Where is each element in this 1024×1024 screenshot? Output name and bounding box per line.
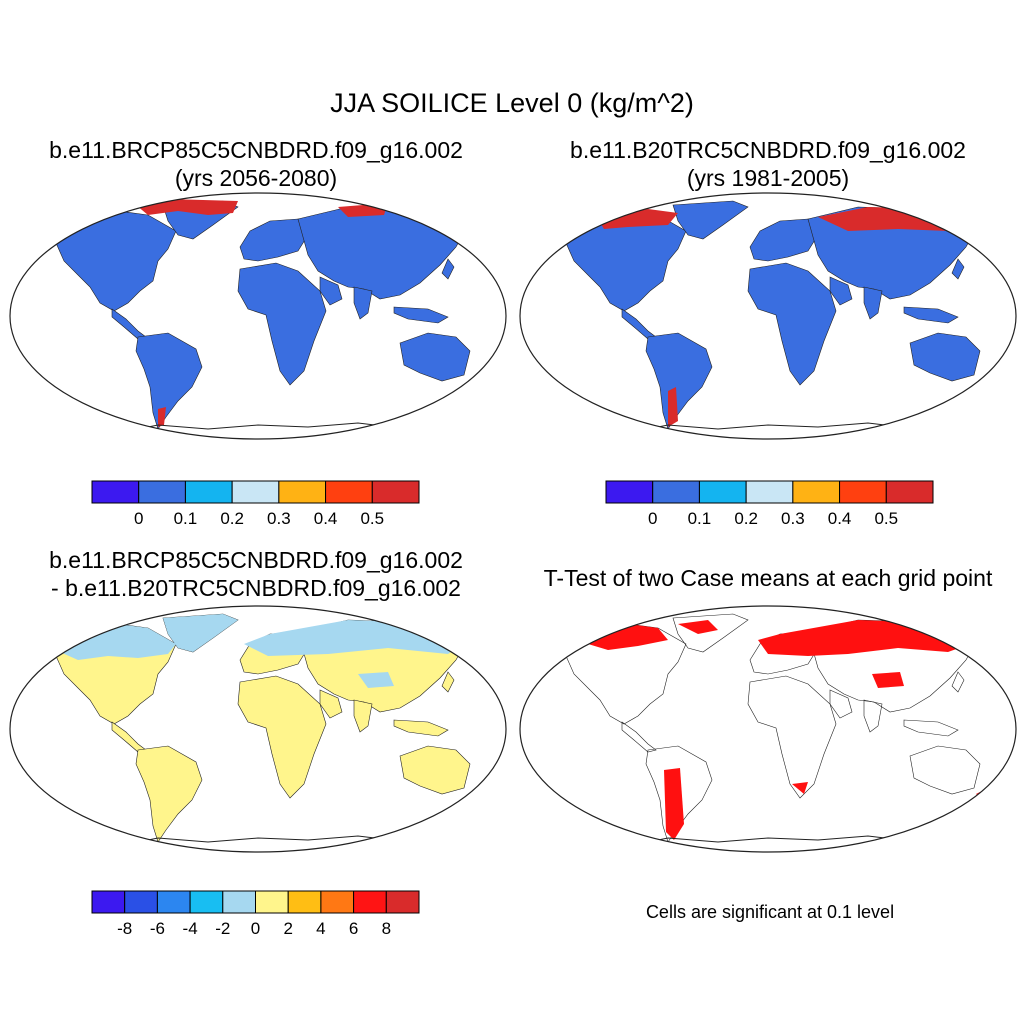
panel-title-top-right: b.e11.B20TRC5CNBDRD.f09_g16.002 (yrs 198…: [518, 136, 1018, 192]
antarctica-outline: [107, 422, 429, 438]
colorbar-tick-label: -4: [183, 919, 198, 938]
colorbar-bottom-left: -8 -6 -4 -2 0 2 4 6 8: [91, 890, 420, 938]
colorbar-tick-label: 0: [648, 509, 657, 528]
colorbar-swatch: [698, 480, 747, 504]
panel-title-top-left-line1: b.e11.BRCP85C5CNBDRD.f09_g16.002: [49, 137, 463, 163]
colorbar-tick-label: 0.1: [174, 509, 198, 528]
colorbar-tick-label: 0: [251, 919, 260, 938]
colorbar-tick-label: 0.4: [828, 509, 852, 528]
colorbar-tick-label: 0.5: [874, 509, 898, 528]
diff-negative-eurasia: [244, 620, 466, 656]
colorbar-tick-label: 0.5: [360, 509, 384, 528]
colorbar-swatch: [353, 890, 387, 914]
colorbar-swatch: [792, 480, 841, 504]
colorbar-swatch: [91, 480, 140, 504]
diff-negative-north: [60, 624, 176, 660]
main-title: JJA SOILICE Level 0 (kg/m^2): [330, 88, 694, 118]
colorbar-swatch: [255, 890, 289, 914]
colorbar-tick-label: 4: [316, 919, 325, 938]
colorbar-tick-label: 0.4: [314, 509, 338, 528]
high-ice-andes: [668, 387, 678, 427]
panel-title-top-right-line1: b.e11.B20TRC5CNBDRD.f09_g16.002: [570, 137, 966, 163]
panel-title-top-left: b.e11.BRCP85C5CNBDRD.f09_g16.002 (yrs 20…: [6, 136, 506, 192]
signif-greenland: [678, 620, 718, 634]
map-top-right: [519, 192, 1017, 440]
signif-andes: [664, 768, 684, 840]
colorbar-swatch: [371, 480, 420, 504]
colorbar-swatch: [385, 890, 420, 914]
colorbar-tick-label: 0: [134, 509, 143, 528]
colorbar-tick-label: 0.3: [781, 509, 805, 528]
colorbar-swatch: [839, 480, 887, 504]
high-ice-canada: [598, 209, 678, 229]
colorbar-tick-label: 0.3: [267, 509, 291, 528]
colorbar-top-left: 0 0.1 0.2 0.3 0.4 0.5: [91, 480, 420, 528]
colorbar-swatch: [184, 480, 233, 504]
colorbar-swatch: [652, 480, 700, 504]
colorbar-tick-label: -8: [117, 919, 132, 938]
high-ice-andes: [158, 407, 166, 427]
significance-note: Cells are significant at 0.1 level: [645, 902, 895, 922]
colorbar-tick-label: -2: [215, 919, 230, 938]
antarctica-outline: [617, 422, 939, 438]
map-bottom-left: [9, 605, 507, 853]
colorbar-swatch: [325, 480, 373, 504]
signif-south-africa: [792, 782, 808, 794]
diff-negative-tibet: [358, 672, 394, 688]
colorbar-swatch: [745, 480, 794, 504]
colorbar-swatch: [320, 890, 355, 914]
colorbar-tick-label: -6: [150, 919, 165, 938]
panel-title-bottom-left-line1: b.e11.BRCP85C5CNBDRD.f09_g16.002: [49, 547, 463, 573]
colorbar-swatch: [222, 890, 257, 914]
panel-title-bottom-left-line2: - b.e11.B20TRC5CNBDRD.f09_g16.002: [51, 575, 461, 601]
colorbar-tick-label: 2: [283, 919, 292, 938]
colorbar-top-right: 0 0.1 0.2 0.3 0.4 0.5: [605, 480, 934, 528]
map-top-left: [9, 192, 507, 440]
panel-title-bottom-right: T-Test of two Case means at each grid po…: [514, 564, 1022, 592]
colorbar-tick-label: 6: [349, 919, 358, 938]
colorbar-swatch: [231, 480, 280, 504]
diff-negative-greenland: [163, 614, 238, 652]
antarctica-outline: [107, 835, 429, 851]
colorbar-tick-label: 0.2: [220, 509, 244, 528]
colorbar-swatch: [189, 890, 224, 914]
colorbar-swatch: [287, 890, 322, 914]
signif-tibet: [872, 672, 904, 688]
colorbar-swatch: [91, 890, 126, 914]
panel-title-bottom-left: b.e11.BRCP85C5CNBDRD.f09_g16.002 - b.e11…: [6, 546, 506, 602]
colorbar-swatch: [124, 890, 158, 914]
colorbar-tick-label: 0.2: [734, 509, 758, 528]
colorbar-swatch: [605, 480, 654, 504]
colorbar-swatch: [138, 480, 186, 504]
map-bottom-right: [519, 605, 1017, 853]
colorbar-tick-label: 0.1: [688, 509, 712, 528]
panel-title-top-left-line2: (yrs 2056-2080): [174, 165, 338, 191]
panel-title-bottom-right-line1: T-Test of two Case means at each grid po…: [543, 565, 993, 591]
colorbar-swatch: [278, 480, 327, 504]
panel-title-top-right-line2: (yrs 1981-2005): [686, 165, 850, 191]
antarctica-outline: [617, 835, 939, 851]
colorbar-tick-label: 8: [382, 919, 391, 938]
colorbar-swatch: [885, 480, 934, 504]
signif-eurasia: [758, 620, 976, 656]
colorbar-swatch: [156, 890, 191, 914]
